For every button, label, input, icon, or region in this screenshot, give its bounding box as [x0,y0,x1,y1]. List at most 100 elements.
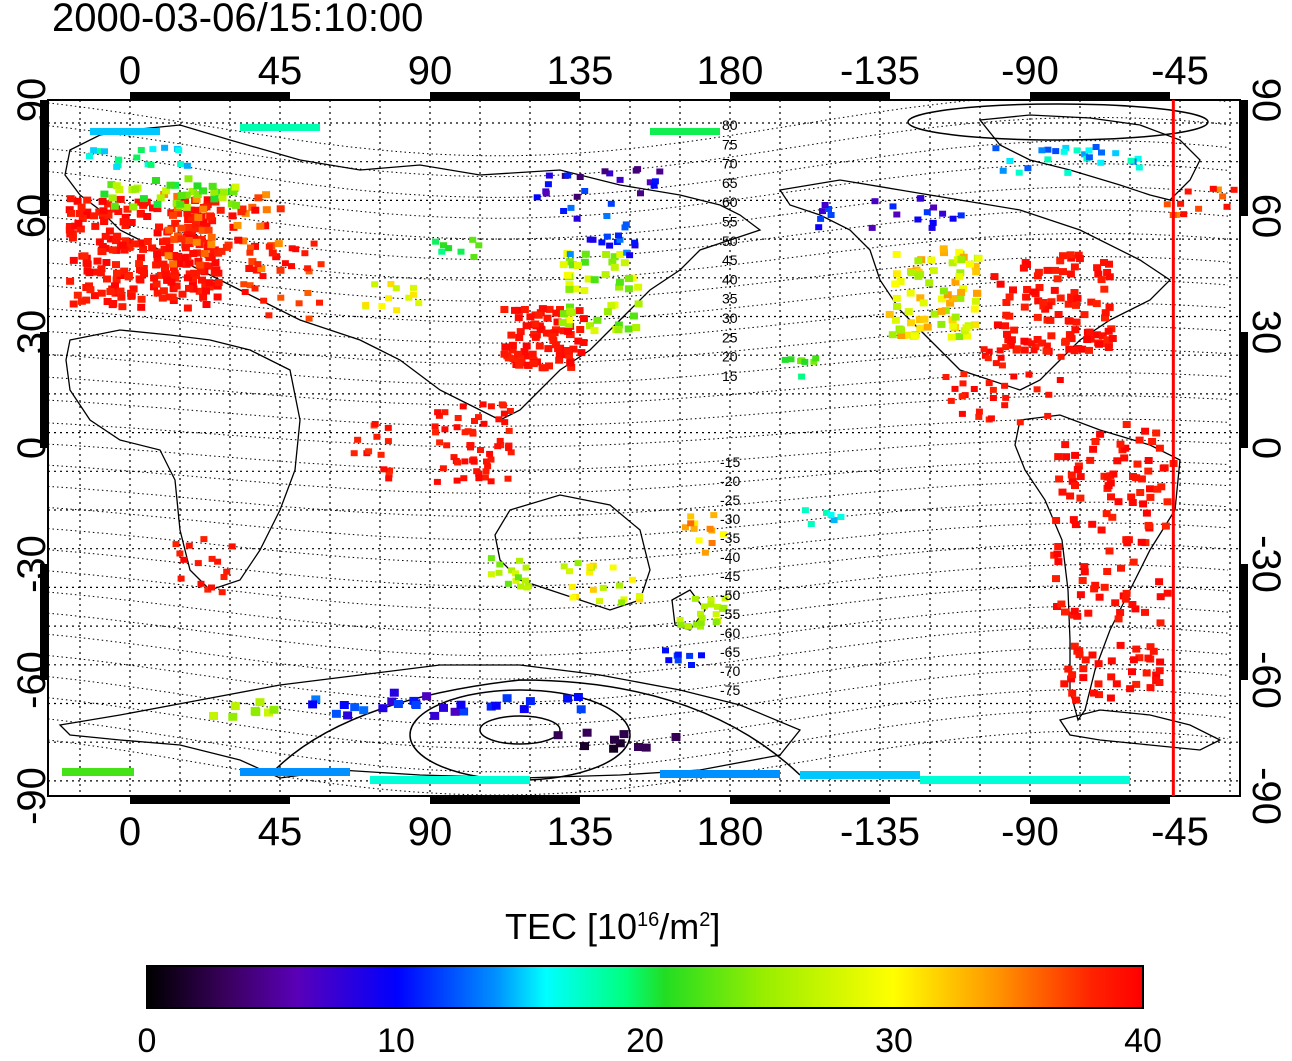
tec-point [445,245,453,252]
tec-point [1127,157,1135,164]
contour-label: 80 [722,117,738,133]
tec-point [98,197,107,205]
tec-point [1122,589,1131,597]
tec-point [504,580,512,587]
tec-point [172,282,181,290]
tec-point [191,219,200,227]
tec-point [714,603,721,610]
tec-point [569,345,578,353]
tec-point [1034,268,1043,276]
tec-point [943,291,952,299]
tec-point [1053,275,1062,283]
tec-point [1079,674,1088,682]
tec-point [481,474,489,481]
contour-label: 25 [722,329,738,345]
left-lat-label: -90 [10,767,54,825]
tec-point [904,308,913,316]
colorbar-tick: 10 [377,1022,415,1060]
tec-point [579,315,588,323]
tec-point [1081,151,1089,158]
tec-point [885,310,894,318]
tec-point [1085,147,1093,154]
tec-point [1094,270,1103,278]
tec-point [1078,345,1087,353]
tec-point [453,477,461,484]
contour-label: -55 [720,606,740,622]
tec-point [528,350,537,358]
tec-point [193,182,202,190]
tec-point [1161,522,1170,530]
tec-point [545,362,553,370]
tec-point [262,191,271,199]
tec-point [454,459,462,466]
tec-point [74,219,83,227]
tec-point [1064,169,1072,176]
tec-point [545,172,553,179]
tec-point [677,621,685,628]
tec-point [251,285,259,292]
tec-point [508,346,517,354]
tec-point [173,253,182,261]
tec-point [1105,273,1114,281]
tec-point [359,706,369,715]
tec-point [512,570,519,577]
tec-point [487,478,495,485]
tec-point [580,287,589,294]
tec-point [371,281,379,288]
tec-point [457,248,465,255]
tec-point [560,208,568,214]
tec-point [254,194,263,202]
tec-band [920,776,1130,784]
tec-point [937,307,946,315]
bottom-lon-label: -90 [1001,810,1059,854]
contour-label: 45 [722,252,738,268]
contour-labels: 80 75 70 65 60 55 50 45 40 35 30 25 20 15 -15 -20 -25 -30… [720,117,740,698]
tec-point [1060,148,1068,155]
tec-point [1092,300,1101,308]
tec-point [549,337,558,345]
tec-point [559,261,568,269]
tec-point [90,212,98,220]
tec-point [990,273,999,281]
tec-point [264,708,273,717]
tec-point [201,282,210,290]
tec-point [470,254,478,260]
tec-point [77,203,86,211]
tec-point [970,305,979,313]
tec-point [405,294,413,301]
tec-point [580,258,589,266]
tec-point [609,564,617,571]
tec-point [959,285,968,293]
tec-point [157,271,165,279]
tec-point [989,386,997,393]
tec-point [308,700,318,709]
tec-point [339,701,349,709]
tec-point [265,312,273,319]
tec-point [155,223,163,231]
tec-point [459,403,467,410]
contour-line [48,522,1229,564]
tec-point [1094,660,1103,668]
tec-point [1083,336,1092,343]
tec-point [209,712,218,720]
tec-point [1195,205,1203,212]
tec-point [108,194,117,202]
tec-point [925,279,934,287]
tec-point [73,291,82,299]
left-lat-label: -30 [10,535,54,593]
tec-point [603,233,611,240]
tec-point [581,250,590,258]
tec-point [436,439,444,446]
tec-point [189,276,198,284]
tec-point [137,239,146,247]
tec-point [183,162,191,169]
tec-point [1031,343,1040,351]
tec-point [431,423,439,430]
tec-point [176,200,185,208]
tec-point [99,207,108,215]
tec-point [183,304,192,312]
tec-point [574,262,582,269]
tec-point [192,206,201,214]
tec-point [288,245,296,252]
tec-point [566,307,575,315]
